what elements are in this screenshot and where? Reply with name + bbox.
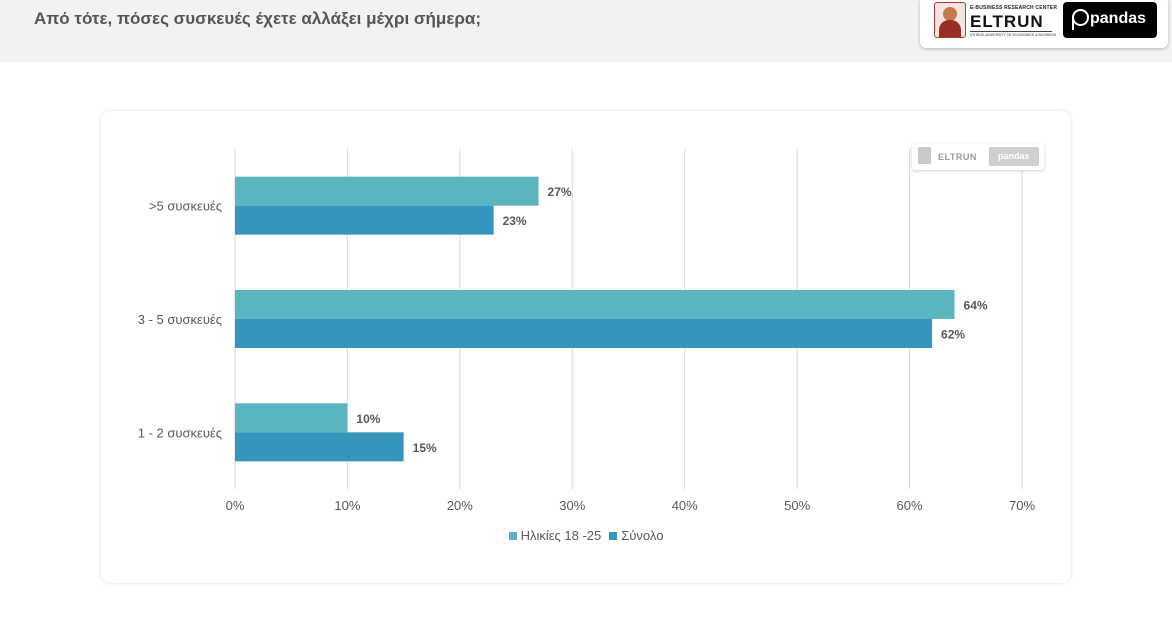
legend-item: Ηλικίες 18 -25 (508, 528, 602, 543)
data-label: 15% (413, 441, 437, 455)
chart-watermark-logos: ELTRUN pandas (912, 144, 1044, 170)
category-label: 3 - 5 συσκευές (138, 312, 222, 327)
x-tick-label: 0% (226, 498, 245, 513)
mini-eltrun-wordmark: ELTRUN (938, 152, 977, 162)
legend-swatch (609, 532, 618, 540)
bar-chart: 0% 10% 20% 30% 40% 50% 60% 70% >5 συσκευές 27% 23%… (138, 149, 1035, 513)
partner-logos: E-BUSINESS RESEARCH CENTER ELTRUN ATHENS… (920, 0, 1168, 48)
data-label: 27% (548, 185, 572, 199)
bar (235, 205, 494, 235)
data-label: 10% (356, 412, 380, 426)
eltrun-wordmark: ELTRUN (970, 12, 1044, 31)
bar (235, 403, 348, 433)
x-tick-label: 10% (334, 498, 360, 513)
legend-label: Σύνολο (621, 528, 664, 543)
data-label: 62% (941, 328, 965, 342)
pandas-wordmark: pandas (1090, 10, 1147, 27)
header-bar: Από τότε, πόσες συσκευές έχετε αλλάξει μ… (0, 0, 1172, 62)
pandas-p-icon (1071, 9, 1089, 30)
x-tick-label: 70% (1009, 498, 1035, 513)
x-tick-label: 30% (559, 498, 585, 513)
legend-item: Σύνολο (609, 528, 663, 543)
x-tick-label: 60% (897, 498, 923, 513)
bar (235, 319, 933, 348)
bar (235, 176, 539, 206)
chart-legend: Ηλικίες 18 -25 Σύνολο (101, 528, 1071, 543)
bar (235, 432, 404, 462)
x-tick-label: 50% (784, 498, 810, 513)
x-tick-label: 40% (672, 498, 698, 513)
eltrun-university: ATHENS UNIVERSITY OF ECONOMICS & BUSINES… (970, 33, 1057, 37)
eltrun-logo: E-BUSINESS RESEARCH CENTER ELTRUN ATHENS… (932, 0, 1058, 42)
bar (235, 290, 955, 319)
category-label: 1 - 2 συσκευές (138, 425, 222, 440)
university-seal-icon (934, 2, 966, 38)
mini-seal-icon (918, 147, 931, 164)
data-label: 23% (503, 214, 527, 228)
mini-pandas-wordmark: pandas (998, 151, 1030, 161)
x-tick-label: 20% (447, 498, 473, 513)
category-label: >5 συσκευές (149, 199, 222, 214)
pandas-logo: pandas (1063, 2, 1157, 38)
mini-pandas-logo: pandas (989, 147, 1039, 166)
chart-card: 0% 10% 20% 30% 40% 50% 60% 70% >5 συσκευές 27% 23%… (101, 111, 1071, 583)
eltrun-subtitle: E-BUSINESS RESEARCH CENTER (970, 5, 1058, 11)
legend-label: Ηλικίες 18 -25 (520, 528, 602, 543)
eltrun-divider (970, 31, 1052, 32)
legend-swatch (508, 532, 517, 540)
data-label: 64% (964, 299, 988, 313)
question-title: Από τότε, πόσες συσκευές έχετε αλλάξει μ… (34, 9, 482, 28)
